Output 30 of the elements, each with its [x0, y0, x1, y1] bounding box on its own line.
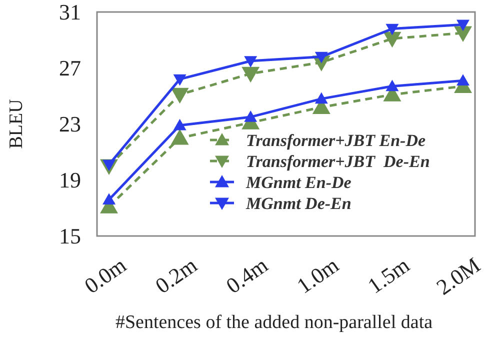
point [102, 193, 116, 204]
legend-label: Transformer+JBT De-En [246, 152, 430, 171]
y-tick-label: 31 [59, 0, 81, 25]
point [383, 32, 402, 48]
x-tick-label: 0.2m [150, 252, 202, 298]
y-tick-label: 27 [59, 56, 81, 81]
y-tick-label: 19 [59, 168, 81, 193]
legend-label: Transformer+JBT En-De [246, 130, 426, 150]
legend-label: MGnmt De-En [245, 194, 352, 213]
point [173, 118, 186, 130]
y-tick-label: 23 [59, 112, 81, 137]
y-axis-title: BLEU [6, 98, 27, 149]
point [242, 66, 260, 83]
y-tick-label: 15 [59, 224, 81, 249]
x-tick-label: 1.5m [363, 252, 414, 298]
point [456, 20, 470, 32]
x-axis-title: #Sentences of the added non-parallel data [115, 312, 434, 333]
point [244, 56, 258, 68]
point [386, 24, 399, 36]
point [386, 80, 399, 92]
x-tick-label: 1.0m [292, 252, 344, 298]
legend-label: MGnmt En-De [245, 172, 352, 192]
point [170, 129, 189, 145]
point [456, 74, 470, 86]
point [314, 92, 328, 104]
point [170, 88, 189, 104]
point [244, 110, 258, 122]
x-tick-label: 0.0m [80, 252, 131, 298]
x-tick-label: 0.4m [221, 252, 272, 298]
point [173, 74, 186, 86]
